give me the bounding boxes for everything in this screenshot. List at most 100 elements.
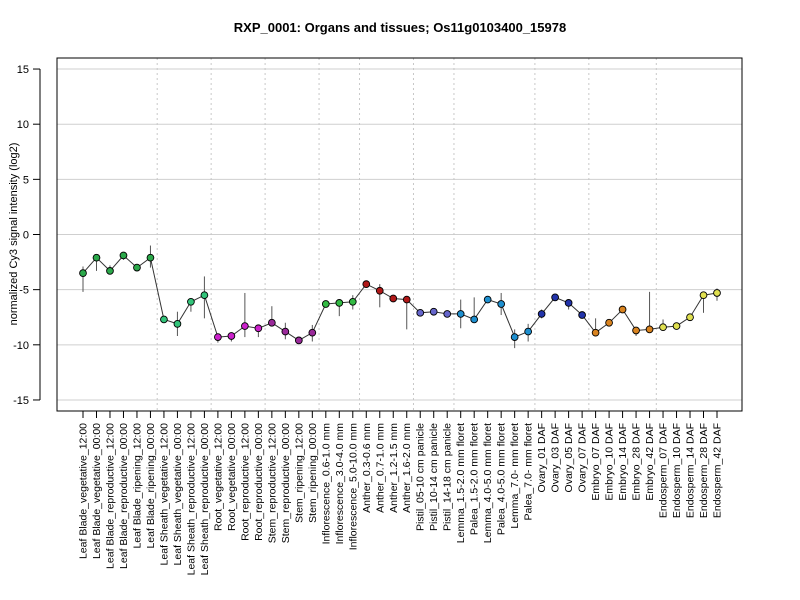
data-point [537, 310, 546, 318]
data-point [92, 253, 101, 262]
x-tick-label: Palea_1.5-2.0 mm floret [469, 423, 481, 535]
x-tick-label: Anther_1.6-2.0 mm [401, 423, 413, 513]
x-tick-label: Leaf Sheath_reproductive_12:00 [185, 423, 197, 576]
y-axis: -15 -10 -5 0 5 10 15 [13, 64, 41, 407]
data-point [173, 320, 182, 328]
data-point [713, 289, 721, 297]
data-point [470, 315, 479, 324]
data-point [321, 300, 330, 308]
data-point [160, 315, 168, 324]
x-tick-label: Leaf Sheath_reproductive_00:00 [199, 423, 211, 576]
data-point [456, 310, 465, 318]
data-point [699, 291, 708, 300]
chart-title: RXP_0001: Organs and tissues; Os11g01034… [234, 20, 566, 35]
x-tick-label: Endosperm_42 DAF [712, 423, 724, 518]
group-separators [156, 58, 657, 411]
x-tick-label: Root_vegetative_00:00 [226, 423, 238, 531]
y-tick-label: -5 [19, 285, 29, 297]
data-point [106, 267, 114, 275]
x-tick-label: Palea_4.0-5.0 mm floret [496, 423, 508, 535]
series-line [82, 254, 718, 341]
x-tick-label: Leaf Blade_vegetative_00:00 [91, 423, 103, 559]
data-point [551, 293, 559, 302]
data-point [605, 318, 613, 327]
data-point [686, 313, 694, 322]
x-tick-label: Root_vegetative_12:00 [212, 423, 224, 531]
series-polyline [82, 254, 718, 341]
x-tick-label: Stem_ripening_00:00 [307, 423, 319, 523]
x-axis: Leaf Blade_vegetative_12:00 Leaf Blade_ve… [78, 410, 724, 576]
data-point [618, 305, 627, 314]
x-tick-label: Stem_reproductive_00:00 [280, 423, 292, 543]
data-point [214, 333, 222, 341]
x-tick-label: Ovary_05 DAF [563, 423, 575, 492]
x-tick-label: Anther_0.7-1.0 mm [374, 423, 386, 513]
data-point [79, 269, 87, 277]
data-point [659, 323, 667, 332]
grid [57, 68, 742, 401]
data-point [564, 299, 573, 307]
x-tick-label: Inflorescence_3.0-4.0 mm [334, 423, 346, 545]
x-tick-label: Palea_7.0- mm floret [523, 423, 535, 521]
x-tick-label: Ovary_01 DAF [536, 423, 548, 492]
x-tick-label: Inflorescence_5.0-10.0 mm [347, 423, 359, 550]
x-tick-label: Endosperm_28 DAF [698, 423, 710, 518]
data-point [308, 328, 317, 337]
x-tick-label: Endosperm_14 DAF [685, 423, 697, 518]
data-point [241, 322, 249, 330]
x-tick-label: Ovary_03 DAF [550, 423, 562, 492]
x-tick-label: Leaf Blade_reproductive_00:00 [118, 423, 130, 569]
x-tick-label: Pistil_10-14 cm panicle [428, 423, 440, 531]
data-point [268, 318, 276, 327]
x-tick-label: Root_reproductive_12:00 [239, 423, 251, 541]
x-tick-label: Endosperm_10 DAF [671, 423, 683, 518]
x-tick-label: Pistil_14-18 cm panicle [442, 423, 454, 531]
x-tick-label: Leaf Sheath_vegetative_00:00 [172, 423, 184, 566]
y-tick-label: 10 [17, 119, 29, 131]
data-point [362, 280, 371, 288]
data-point [483, 295, 492, 304]
data-point [133, 263, 141, 272]
data-point [335, 299, 344, 307]
data-point [187, 297, 195, 306]
data-points [79, 251, 721, 345]
y-tick-label: 5 [23, 174, 29, 186]
x-tick-label: Lemma_1.5-2.0 mm floret [455, 423, 467, 543]
data-point [443, 310, 452, 318]
data-point [146, 253, 155, 262]
x-tick-label: Embryo_42 DAF [644, 423, 656, 501]
y-tick-label: -10 [13, 340, 29, 352]
data-point [348, 297, 357, 306]
x-tick-label: Embryo_28 DAF [631, 423, 643, 501]
data-point [281, 327, 290, 336]
data-point [578, 311, 586, 319]
error-bars [82, 245, 718, 349]
x-tick-label: Anther_0.3-0.6 mm [361, 423, 373, 513]
data-point [375, 286, 384, 295]
x-tick-label: Leaf Blade_ripening_00:00 [145, 423, 157, 549]
x-tick-label: Embryo_07 DAF [590, 423, 602, 501]
y-tick-label: 15 [17, 64, 29, 76]
x-tick-label: Inflorescence_0.6-1.0 mm [320, 423, 332, 545]
x-tick-label: Endosperm_07 DAF [658, 423, 670, 518]
data-point [645, 325, 654, 334]
data-point [389, 294, 398, 303]
data-point [497, 300, 506, 308]
x-tick-label: Leaf Blade_vegetative_12:00 [78, 423, 90, 559]
y-tick-label: 0 [23, 230, 29, 242]
x-tick-label: Anther_1.2-1.5 mm [388, 423, 400, 513]
data-point [227, 332, 236, 340]
x-tick-label: Leaf Blade_ripening_12:00 [131, 423, 143, 549]
y-tick-label: -15 [13, 395, 29, 407]
x-tick-label: Leaf Sheath_vegetative_12:00 [158, 423, 170, 566]
data-point [402, 295, 411, 304]
data-point [591, 328, 600, 337]
x-tick-label: Pistil_05-10 cm panicle [415, 423, 427, 531]
data-point [119, 251, 128, 260]
data-point [200, 291, 209, 300]
data-point [429, 307, 438, 316]
data-point [672, 322, 681, 330]
x-tick-label: Stem_reproductive_12:00 [266, 423, 278, 543]
data-point [416, 308, 425, 317]
